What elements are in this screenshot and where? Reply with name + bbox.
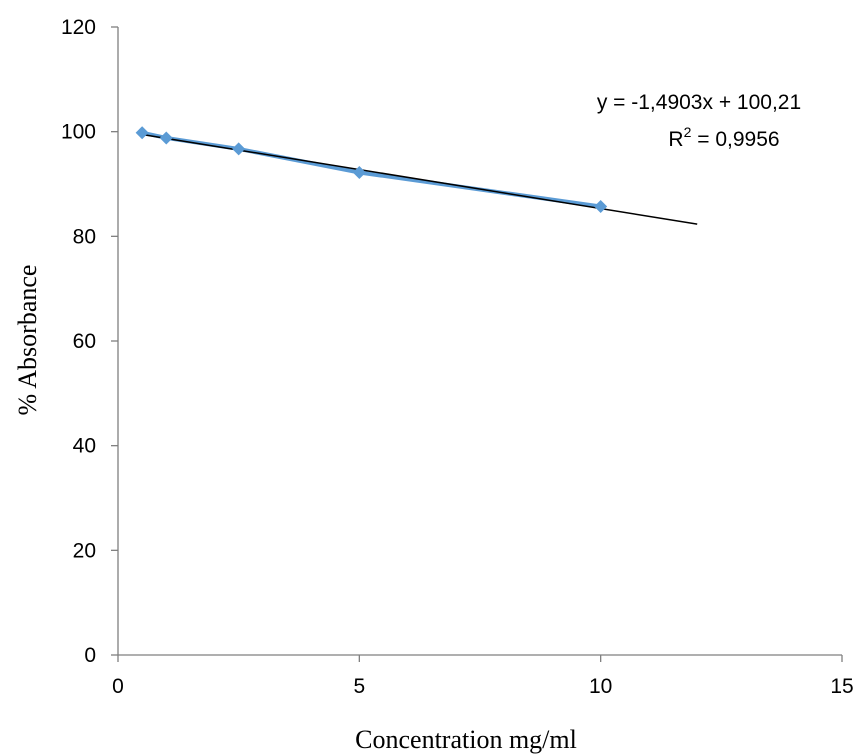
y-tick-label: 80 — [73, 225, 96, 248]
x-tick-label: 5 — [353, 675, 365, 698]
trendline — [142, 133, 698, 225]
y-axis-title: % Absorbance — [13, 265, 42, 416]
x-axis-title: Concentration mg/ml — [355, 725, 577, 754]
data-point-marker — [159, 131, 173, 145]
data-point-marker — [594, 200, 608, 214]
data-point-marker — [352, 165, 366, 179]
x-tick-label: 15 — [830, 675, 853, 698]
y-tick-label: 0 — [84, 644, 96, 667]
r-squared-label: R2 = 0,9956 — [668, 124, 779, 151]
y-axis-ticks: 0 20 40 60 80 100 120 — [61, 16, 118, 667]
r-squared-superscript: 2 — [684, 124, 692, 140]
x-axis-ticks: 0 5 10 15 — [112, 655, 854, 698]
data-point-marker — [232, 142, 246, 156]
series-markers — [135, 126, 608, 214]
y-tick-label: 100 — [61, 121, 96, 144]
y-tick-label: 60 — [73, 330, 96, 353]
y-tick-label: 20 — [73, 539, 96, 562]
y-tick-label: 120 — [61, 16, 96, 39]
x-tick-label: 10 — [589, 675, 612, 698]
y-tick-label: 40 — [73, 435, 96, 458]
x-tick-label: 0 — [112, 675, 124, 698]
r-squared-value: = 0,9956 — [691, 128, 779, 151]
data-point-marker — [135, 126, 149, 140]
trendline-equation: y = -1,4903x + 100,21 — [597, 91, 801, 114]
series-line — [141, 130, 601, 209]
r-squared-prefix: R — [668, 128, 683, 151]
